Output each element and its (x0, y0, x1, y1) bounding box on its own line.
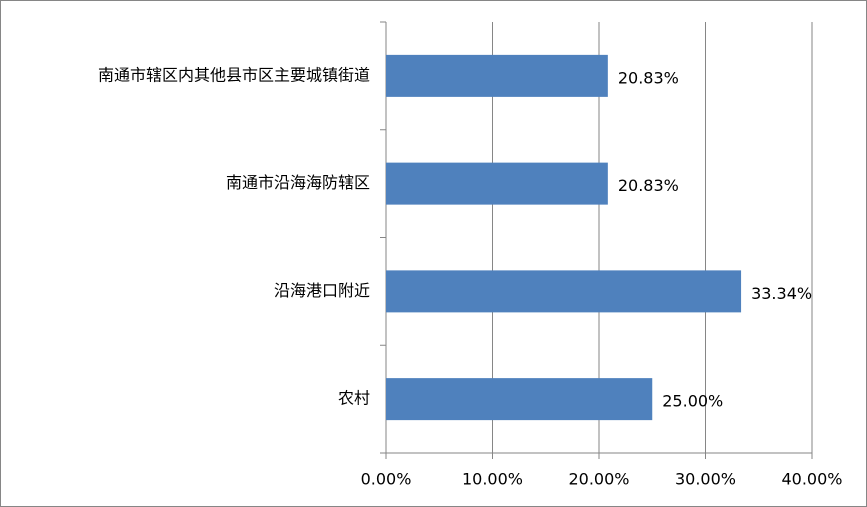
y-tick-label: 沿海港口附近 (274, 281, 370, 300)
y-tick-label: 南通市沿海海防辖区 (226, 173, 370, 192)
bar (386, 162, 608, 205)
x-tick-label: 40.00% (781, 470, 842, 489)
y-tick-label: 农村 (338, 389, 370, 408)
x-tick-label: 10.00% (462, 470, 523, 489)
x-tick-label: 0.00% (361, 470, 412, 489)
y-tick-label: 南通市辖区内其他县市区主要城镇街道 (98, 65, 370, 84)
bar (386, 378, 653, 421)
data-label: 20.83% (618, 68, 679, 87)
bar (386, 270, 742, 313)
bar (386, 54, 608, 97)
x-tick-label: 30.00% (675, 470, 736, 489)
data-label: 33.34% (751, 284, 812, 303)
x-tick-label: 20.00% (568, 470, 629, 489)
data-label: 20.83% (618, 176, 679, 195)
data-label: 25.00% (662, 392, 723, 411)
